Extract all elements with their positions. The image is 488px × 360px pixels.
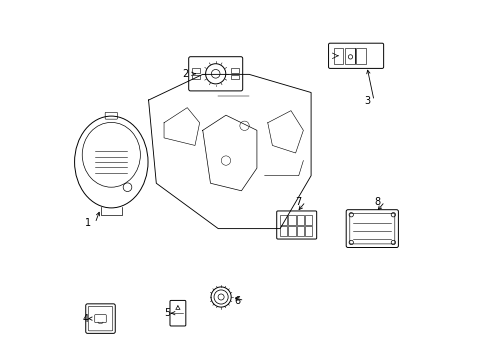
Bar [333,48,343,64]
Text: 7: 7 [295,197,301,207]
Text: 2: 2 [182,69,188,79]
Bar [305,215,312,225]
Bar [280,226,286,236]
Text: 8: 8 [374,197,380,207]
Text: 4: 4 [82,314,88,324]
Text: 3: 3 [363,96,369,106]
Bar [288,215,295,225]
Bar [355,48,365,64]
Bar [344,48,354,64]
Bar [192,68,200,73]
Text: 1: 1 [84,218,91,228]
Text: 5: 5 [163,308,170,318]
Bar [305,226,312,236]
Bar [231,68,239,73]
Bar [280,215,286,225]
Bar [192,75,200,79]
Text: 6: 6 [234,296,240,306]
Bar [231,75,239,79]
Bar [288,226,295,236]
Bar [296,226,304,236]
Bar [296,215,304,225]
